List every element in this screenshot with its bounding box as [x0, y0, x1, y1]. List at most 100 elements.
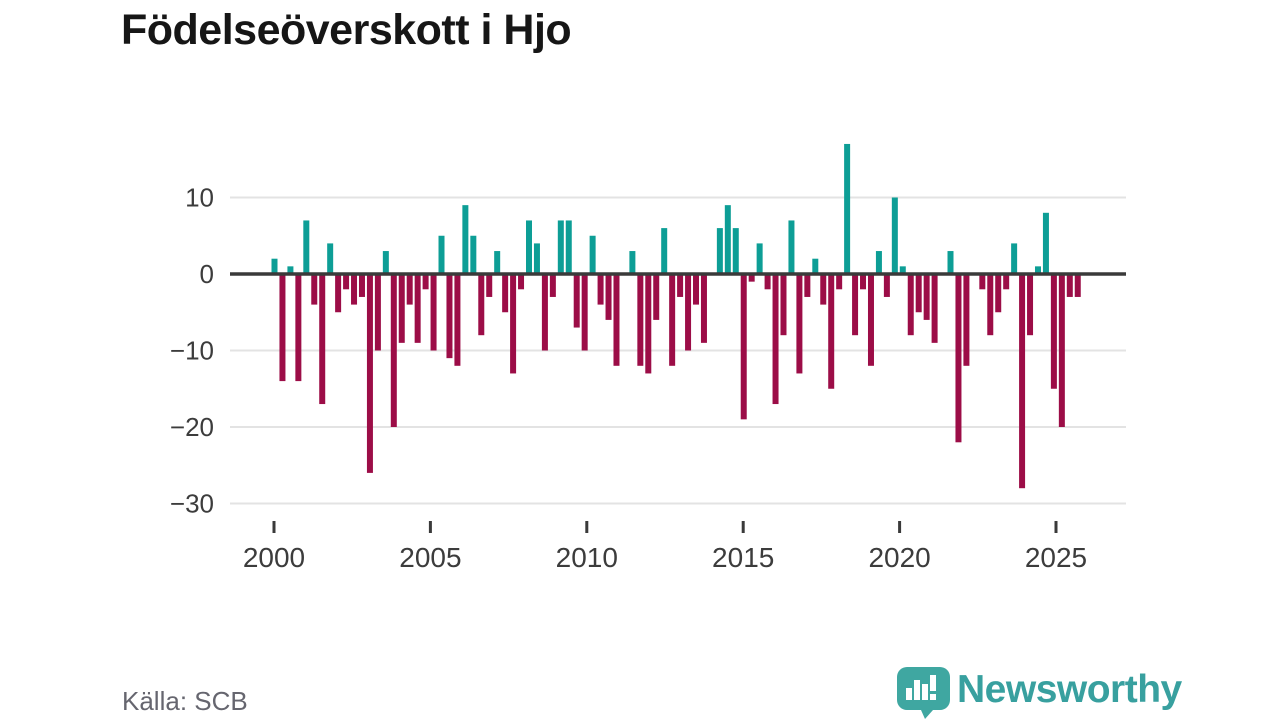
bar	[1058, 274, 1065, 427]
bar	[533, 243, 540, 274]
bar	[661, 228, 668, 274]
newsworthy-wordmark: Newsworthy	[957, 668, 1182, 711]
bar	[295, 274, 302, 382]
bar	[1011, 243, 1018, 274]
y-tick-label: 10	[185, 183, 214, 213]
bar	[979, 274, 986, 290]
bar	[454, 274, 461, 366]
bar	[1027, 274, 1034, 336]
bar	[947, 251, 954, 274]
bar	[693, 274, 700, 305]
bar	[502, 274, 509, 313]
bar	[740, 274, 747, 420]
logo-exclamation-stem	[930, 675, 936, 691]
bar	[995, 274, 1002, 313]
bar	[836, 274, 843, 290]
bar	[462, 205, 469, 274]
bar	[724, 205, 731, 274]
bar	[780, 274, 787, 336]
bar	[804, 274, 811, 297]
bar	[430, 274, 437, 351]
y-tick-label: −20	[170, 412, 214, 442]
bar	[327, 243, 334, 274]
bar	[358, 274, 365, 297]
bar	[955, 274, 962, 443]
bar	[732, 228, 739, 274]
bar	[844, 143, 851, 274]
bar	[335, 274, 342, 313]
bar	[899, 266, 906, 274]
bar	[629, 251, 636, 274]
bar	[685, 274, 692, 351]
bar	[828, 274, 835, 389]
x-tick-label: 2005	[399, 542, 461, 573]
logo-bar-2	[914, 680, 920, 700]
x-tick-label: 2010	[556, 542, 618, 573]
bar	[390, 274, 397, 427]
bar	[470, 235, 477, 274]
bar	[422, 274, 429, 290]
bar	[875, 251, 882, 274]
bar	[883, 274, 890, 297]
bar	[852, 274, 859, 336]
bar	[446, 274, 453, 359]
bar	[653, 274, 660, 320]
y-tick-label: 0	[200, 259, 214, 289]
newsworthy-logo: Newsworthy	[896, 666, 1182, 720]
bar	[597, 274, 604, 305]
chart-title: Födelseöverskott i Hjo	[121, 6, 572, 54]
bar	[605, 274, 612, 320]
bar	[637, 274, 644, 366]
logo-bar-3	[922, 684, 928, 700]
bar	[677, 274, 684, 297]
bar	[796, 274, 803, 374]
bar	[1019, 274, 1026, 489]
bar	[907, 274, 914, 336]
bar	[1034, 266, 1041, 274]
bar	[931, 274, 938, 343]
bar	[756, 243, 763, 274]
bar	[366, 274, 373, 473]
bar	[860, 274, 867, 290]
bar	[438, 235, 445, 274]
bar	[891, 197, 898, 274]
newsworthy-speech-bubble-icon	[897, 667, 950, 719]
x-tick-label: 2025	[1025, 542, 1087, 573]
bar	[987, 274, 994, 336]
bar	[319, 274, 326, 405]
bar	[915, 274, 922, 313]
bar	[1066, 274, 1073, 297]
bar	[700, 274, 707, 343]
bar	[382, 251, 389, 274]
bar	[820, 274, 827, 305]
bar	[406, 274, 413, 305]
x-tick-label: 2020	[868, 542, 930, 573]
bar	[573, 274, 580, 328]
bar	[541, 274, 548, 351]
bar	[716, 228, 723, 274]
bar	[398, 274, 405, 343]
bar	[287, 266, 294, 274]
bar	[549, 274, 556, 297]
bar	[812, 258, 819, 274]
bar	[1050, 274, 1057, 389]
bar	[1003, 274, 1010, 290]
bar	[1074, 274, 1081, 297]
bar	[764, 274, 771, 290]
bar	[613, 274, 620, 366]
bar	[589, 235, 596, 274]
bar	[414, 274, 421, 343]
y-tick-label: −10	[170, 336, 214, 366]
x-tick-label: 2015	[712, 542, 774, 573]
bar	[374, 274, 381, 351]
logo-bar-1	[906, 688, 912, 700]
bar	[788, 220, 795, 274]
bar	[271, 258, 278, 274]
bar	[565, 220, 572, 274]
bar	[581, 274, 588, 351]
x-tick-label: 2000	[243, 542, 305, 573]
bar	[494, 251, 501, 274]
bar	[923, 274, 930, 320]
source-text: Källa: SCB	[122, 686, 248, 716]
bar	[645, 274, 652, 374]
